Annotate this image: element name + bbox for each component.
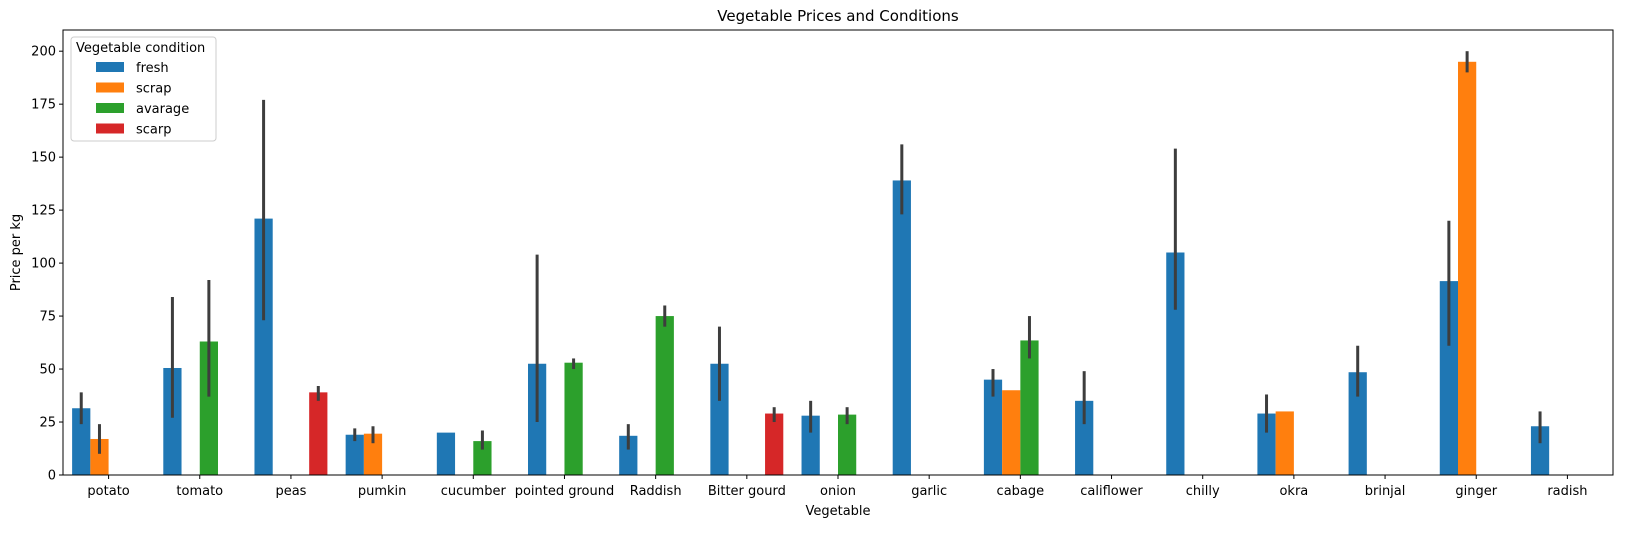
bar-fresh	[801, 415, 820, 475]
x-axis-label: Vegetable	[805, 504, 870, 519]
bar-scarp	[309, 392, 328, 475]
bar-fresh	[619, 435, 638, 475]
y-tick-label: 100	[31, 257, 56, 272]
bar-avarage	[838, 414, 857, 475]
bar-scrap	[1458, 61, 1477, 476]
legend-swatch-avarage	[96, 103, 124, 113]
bar-scrap	[1275, 411, 1294, 475]
y-tick-label: 175	[31, 98, 56, 113]
legend-title: Vegetable condition	[76, 41, 205, 56]
x-tick-label: cucumber	[441, 484, 507, 499]
x-tick-label: ginger	[1455, 484, 1497, 499]
bar-avarage	[473, 441, 492, 475]
bar-scrap	[1002, 390, 1021, 475]
legend-swatch-fresh	[96, 62, 124, 72]
chart-title: Vegetable Prices and Conditions	[717, 7, 959, 25]
x-tick-label: radish	[1547, 484, 1587, 499]
bar-avarage	[199, 341, 218, 475]
y-tick-label: 0	[48, 469, 56, 484]
y-tick-label: 50	[39, 363, 56, 378]
y-axis-ticks: 0 25 50 75 100 125 150 175 200	[31, 45, 63, 484]
x-tick-label: Raddish	[630, 484, 682, 499]
x-tick-label: garlic	[911, 484, 947, 499]
x-tick-label: pumkin	[358, 484, 407, 499]
bar-fresh	[1257, 413, 1276, 475]
legend-items: fresh scrap avarage scarp	[96, 61, 189, 138]
bar-fresh	[72, 408, 91, 475]
bar-scarp	[765, 413, 784, 475]
bar-avarage	[655, 316, 674, 475]
bar-fresh	[1075, 400, 1094, 475]
legend-swatch-scarp	[96, 123, 124, 134]
legend: Vegetable condition fresh scrap avarage sca…	[70, 36, 217, 142]
bar-fresh	[1439, 281, 1458, 475]
y-tick-label: 200	[31, 45, 56, 60]
legend-label-fresh: fresh	[136, 61, 169, 76]
x-tick-label: brinjal	[1365, 484, 1406, 499]
x-tick-label: tomato	[176, 484, 223, 499]
plot-frame	[62, 29, 1614, 476]
legend-label-avarage: avarage	[136, 102, 189, 117]
bar-fresh	[436, 432, 456, 475]
x-tick-label: potato	[87, 484, 129, 499]
bar-scrap	[363, 433, 383, 475]
y-tick-label: 125	[31, 204, 56, 219]
x-tick-label: onion	[820, 484, 856, 499]
bar-fresh	[1348, 372, 1367, 475]
legend-label-scarp: scarp	[136, 123, 171, 138]
bar-scrap	[90, 438, 109, 475]
bar-fresh	[710, 363, 729, 475]
y-tick-label: 25	[39, 416, 56, 431]
bar-fresh	[1166, 252, 1185, 475]
error-bars-layer	[79, 51, 1542, 454]
x-tick-label: califlower	[1080, 484, 1143, 499]
x-tick-label: okra	[1279, 484, 1308, 499]
legend-label-scrap: scrap	[136, 82, 171, 97]
bar-fresh	[1530, 426, 1550, 475]
bar-fresh	[983, 379, 1003, 475]
bars-layer	[72, 61, 1550, 476]
legend-swatch-scrap	[96, 82, 124, 93]
bar-fresh	[254, 218, 273, 475]
x-axis-ticks: potato tomato peas pumkin cucumber pointed gr…	[87, 475, 1588, 499]
bar-avarage	[1020, 340, 1039, 475]
x-tick-label: cabage	[997, 484, 1045, 499]
x-tick-label: pointed ground	[515, 484, 615, 499]
bar-fresh	[163, 367, 182, 475]
y-axis-label: Price per kg	[9, 214, 24, 291]
x-tick-label: Bitter gourd	[708, 484, 786, 499]
x-tick-label: chilly	[1186, 484, 1220, 499]
bar-fresh	[892, 180, 911, 475]
y-tick-label: 75	[39, 310, 56, 325]
bar-fresh	[345, 434, 364, 475]
x-tick-label: peas	[275, 484, 306, 499]
y-tick-label: 150	[31, 151, 56, 166]
bar-avarage	[564, 362, 583, 475]
